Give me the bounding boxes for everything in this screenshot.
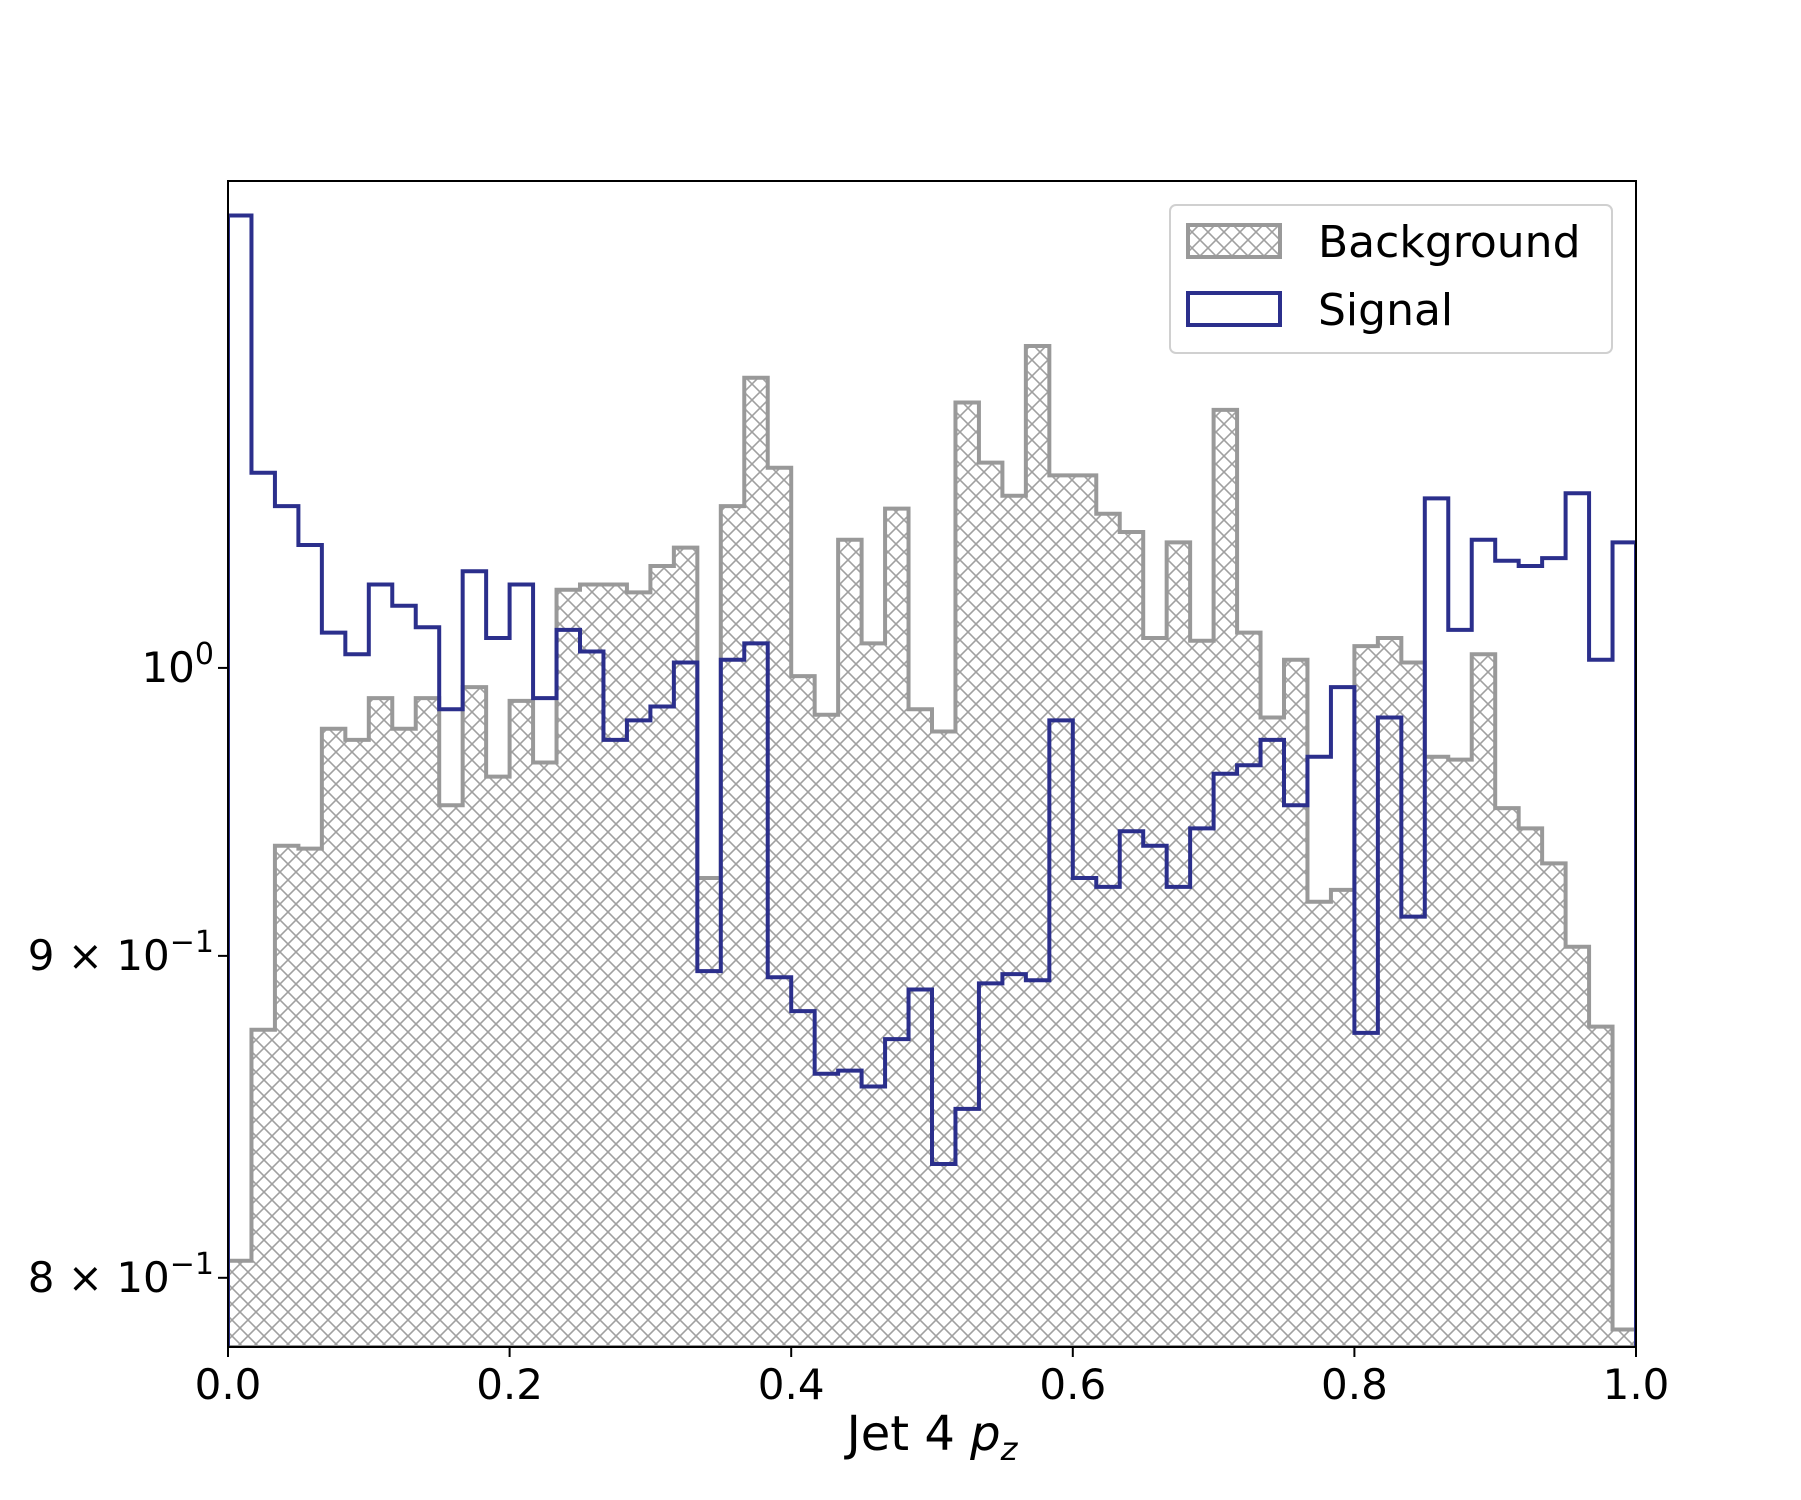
x-tick-label: 0.0	[195, 1360, 262, 1409]
legend-label-signal: Signal	[1318, 285, 1453, 336]
x-axis-label: Jet 4 pz	[844, 1406, 1019, 1468]
x-tick-label: 0.8	[1321, 1360, 1388, 1409]
x-tick-label: 0.6	[1039, 1360, 1106, 1409]
signal-histogram	[228, 213, 1636, 1347]
legend-swatch-signal	[1186, 291, 1282, 327]
legend: Background Signal	[1169, 204, 1613, 354]
x-tick-label: 0.4	[758, 1360, 825, 1409]
x-tick-label: 0.2	[476, 1360, 543, 1409]
y-tick-label: 100	[141, 637, 214, 692]
y-axis: 100 9 × 10−1 8 × 10−1	[28, 637, 228, 1302]
y-tick-label: 8 × 10−1	[28, 1247, 214, 1302]
legend-swatch-background	[1186, 223, 1282, 259]
plot-frame	[227, 180, 1637, 1348]
legend-label-background: Background	[1318, 217, 1581, 268]
x-axis: 0.0 0.2 0.4 0.6 0.8 1.0	[195, 1347, 1670, 1409]
x-tick-label: 1.0	[1603, 1360, 1670, 1409]
y-tick-label: 9 × 10−1	[28, 925, 214, 980]
